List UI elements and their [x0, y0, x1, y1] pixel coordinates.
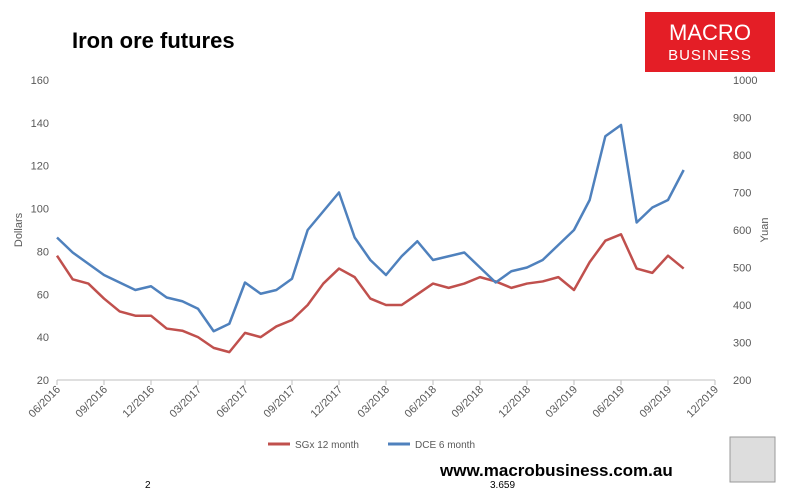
x-tick-label: 12/2017	[309, 384, 346, 421]
x-tick-label: 09/2018	[450, 384, 487, 421]
x-tick-label: 09/2017	[262, 384, 299, 421]
x-tick-label: 06/2018	[403, 384, 440, 421]
y2-tick-label: 600	[733, 225, 751, 237]
y-tick-label: 160	[31, 75, 49, 87]
x-tick-label: 03/2019	[544, 384, 581, 421]
x-tick-label: 06/2016	[27, 384, 64, 421]
x-tick-label: 03/2017	[168, 384, 205, 421]
fragment: 3.659	[490, 480, 515, 489]
wolf-icon	[729, 436, 776, 483]
y2-axis-label: Yuan	[759, 217, 771, 242]
y-axis-label: Dollars	[13, 212, 25, 247]
x-tick-label: 06/2019	[591, 384, 628, 421]
y2-tick-label: 900	[733, 113, 751, 125]
x-tick-label: 12/2016	[121, 384, 158, 421]
x-tick-label: 12/2019	[685, 384, 722, 421]
y-tick-label: 60	[37, 289, 49, 301]
y-tick-label: 140	[31, 118, 49, 130]
y-tick-label: 120	[31, 161, 49, 173]
series-line	[56, 123, 685, 333]
x-tick-label: 03/2018	[356, 384, 393, 421]
y2-tick-label: 800	[733, 150, 751, 162]
footer: www.macrobusiness.com.au	[439, 461, 673, 480]
x-tick-label: 09/2016	[74, 384, 111, 421]
x-tick-label: 06/2017	[215, 384, 252, 421]
chart-title: Iron ore futures	[72, 28, 235, 53]
y2-tick-label: 1000	[733, 75, 757, 87]
y2-tick-label: 200	[733, 375, 751, 387]
logo-text: BUSINESS	[668, 47, 752, 64]
y-tick-label: 40	[37, 332, 49, 344]
y-tick-label: 100	[31, 204, 49, 216]
x-tick-label: 09/2019	[638, 384, 675, 421]
fragment: 2	[145, 480, 151, 489]
logo-box	[645, 12, 775, 72]
x-tick-label: 12/2018	[497, 384, 534, 421]
y2-tick-label: 700	[733, 188, 751, 200]
legend-label: SGx 12 month	[295, 440, 359, 451]
y2-tick-label: 300	[733, 338, 751, 350]
legend-label: DCE 6 month	[415, 440, 475, 451]
y2-tick-label: 400	[733, 300, 751, 312]
y2-tick-label: 500	[733, 263, 751, 275]
series-line	[55, 233, 685, 354]
logo-text: MACRO	[669, 20, 751, 45]
y-tick-label: 20	[37, 375, 49, 387]
y-tick-label: 80	[37, 246, 49, 258]
